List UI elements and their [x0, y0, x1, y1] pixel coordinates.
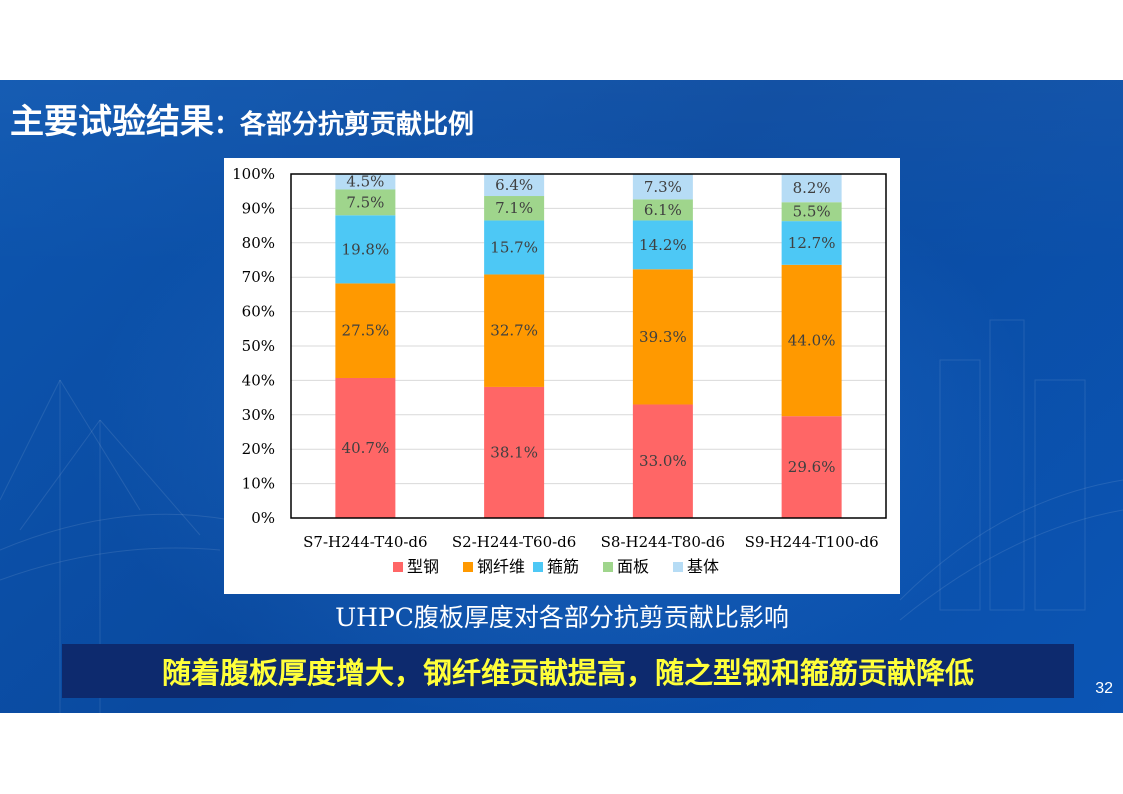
y-tick-label: 90% [242, 199, 275, 217]
data-label: 44.0% [788, 331, 836, 349]
bar-segment [484, 220, 545, 275]
x-tick-label: S8-H244-T80-d6 [601, 533, 725, 551]
bar-segment [781, 264, 842, 417]
data-label: 7.1% [495, 199, 533, 217]
data-label: 32.7% [490, 322, 538, 340]
y-tick-label: 10% [242, 475, 275, 493]
title-sub: ：各部分抗剪贡献比例 [214, 110, 475, 140]
bar-segment [781, 416, 842, 518]
bar-segment [781, 221, 842, 265]
bar-segment [335, 215, 396, 284]
legend-label: 箍筋 [547, 557, 579, 576]
data-label: 14.2% [639, 236, 687, 254]
y-tick-label: 20% [242, 440, 275, 458]
page-number: 32 [1095, 680, 1113, 697]
bar-segment [632, 174, 693, 200]
y-tick-label: 70% [242, 268, 275, 286]
legend-label: 钢纤维 [477, 557, 525, 576]
stacked-bar-chart: 0% 10% 20% 30% 40% 50% 60% 70% 80% 90% 100% 40.7% 27… [232, 165, 887, 576]
y-tick-label: 50% [242, 337, 275, 355]
conclusion-text: 随着腹板厚度增大，钢纤维贡献提高，随之型钢和箍筋贡献降低 [161, 656, 974, 690]
bar-segment [781, 174, 842, 203]
legend-swatch [463, 562, 473, 572]
bar-segment [632, 269, 693, 405]
bar-segment [632, 199, 693, 221]
legend-label: 基体 [687, 557, 719, 576]
bar-segment [632, 404, 693, 518]
data-label: 4.5% [346, 173, 384, 191]
data-label: 39.3% [639, 328, 687, 346]
title-main: 主要试验结果 [10, 102, 214, 142]
bar-segment [335, 189, 396, 216]
bar-segment [632, 220, 693, 270]
x-tick-label: S9-H244-T100-d6 [745, 533, 879, 551]
data-label: 12.7% [788, 234, 836, 252]
data-label: 19.8% [342, 240, 390, 258]
x-tick-label: S7-H244-T40-d6 [303, 533, 427, 551]
bar-segment [781, 202, 842, 222]
data-label: 27.5% [342, 322, 390, 340]
data-label: 6.1% [644, 201, 682, 219]
slide-title: 主要试验结果：各部分抗剪贡献比例 [10, 94, 474, 143]
data-label: 7.5% [346, 193, 384, 211]
data-label: 8.2% [793, 179, 831, 197]
data-label: 40.7% [342, 439, 390, 457]
data-label: 15.7% [490, 238, 538, 256]
data-label: 7.3% [644, 178, 682, 196]
bar-segment [484, 174, 545, 197]
plot-border [290, 173, 887, 519]
conclusion-banner: 随着腹板厚度增大，钢纤维贡献提高，随之型钢和箍筋贡献降低 [62, 644, 1074, 698]
legend-label: 面板 [617, 557, 649, 576]
data-label: 38.1% [490, 443, 538, 461]
y-tick-label: 30% [242, 406, 275, 424]
legend-swatch [533, 562, 543, 572]
bar-segment [484, 274, 545, 387]
data-label: 29.6% [788, 458, 836, 476]
bar-segment [484, 386, 545, 518]
legend-label: 型钢 [407, 557, 439, 576]
y-tick-label: 0% [251, 509, 275, 527]
bar-segment [484, 196, 545, 221]
chart-container: 0% 10% 20% 30% 40% 50% 60% 70% 80% 90% 100% 40.7% 27… [224, 158, 900, 594]
y-tick-label: 40% [242, 371, 275, 389]
legend-swatch [673, 562, 683, 572]
bar-segment [335, 174, 396, 190]
chart-caption: UHPC腹板厚度对各部分抗剪贡献比影响 [335, 603, 789, 632]
y-tick-label: 60% [242, 303, 275, 321]
data-label: 5.5% [793, 203, 831, 221]
legend-swatch [603, 562, 613, 572]
x-tick-label: S2-H244-T60-d6 [452, 533, 576, 551]
y-tick-label: 100% [232, 165, 275, 183]
y-tick-label: 80% [242, 234, 275, 252]
data-label: 33.0% [639, 452, 687, 470]
background-cityscape [0, 319, 1123, 713]
data-label: 6.4% [495, 176, 533, 194]
bar-segment [335, 283, 396, 378]
legend-swatch [393, 562, 403, 572]
bar-segment [335, 377, 396, 518]
